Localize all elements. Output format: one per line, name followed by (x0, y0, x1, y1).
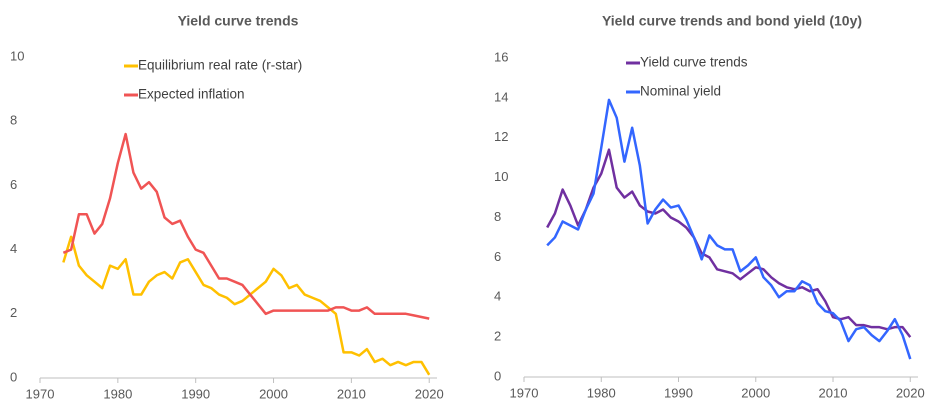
y-tick-label: 2 (494, 329, 501, 344)
x-tick-label: 2020 (896, 385, 925, 400)
y-tick-label: 10 (10, 48, 24, 63)
y-tick-label: 4 (10, 241, 17, 256)
line-series (62, 235, 431, 376)
y-tick-label: 10 (494, 169, 508, 184)
legend-label: Expected inflation (138, 87, 245, 102)
y-tick-label: 12 (494, 129, 508, 144)
y-tick-label: 16 (494, 49, 508, 64)
y-tick-label: 2 (10, 305, 17, 320)
y-tick-label: 8 (494, 209, 501, 224)
y-tick-label: 0 (494, 368, 501, 383)
y-tick-label: 0 (10, 369, 17, 384)
chart-title: Yield curve trends (178, 13, 299, 29)
y-tick-label: 14 (494, 89, 508, 104)
x-tick-label: 1970 (510, 385, 539, 400)
x-tick-label: 1970 (26, 386, 55, 401)
chart-title: Yield curve trends and bond yield (10y) (602, 13, 862, 29)
x-tick-label: 2020 (415, 386, 444, 401)
legend-label: Nominal yield (640, 84, 721, 99)
x-tick-label: 2010 (819, 385, 848, 400)
x-tick-label: 2000 (259, 386, 288, 401)
x-tick-label: 1980 (103, 386, 132, 401)
y-tick-label: 6 (494, 249, 501, 264)
y-tick-label: 4 (494, 289, 501, 304)
y-tick-label: 8 (10, 113, 17, 128)
x-tick-label: 1990 (664, 385, 693, 400)
legend-label: Equilibrium real rate (r-star) (138, 58, 302, 73)
legend-label: Yield curve trends (640, 55, 748, 70)
x-tick-label: 2010 (337, 386, 366, 401)
y-tick-label: 6 (10, 177, 17, 192)
line-series (62, 132, 430, 320)
x-tick-label: 1990 (181, 386, 210, 401)
line-series (546, 98, 912, 360)
line-series (546, 148, 912, 338)
x-tick-label: 1980 (587, 385, 616, 400)
x-tick-label: 2000 (741, 385, 770, 400)
